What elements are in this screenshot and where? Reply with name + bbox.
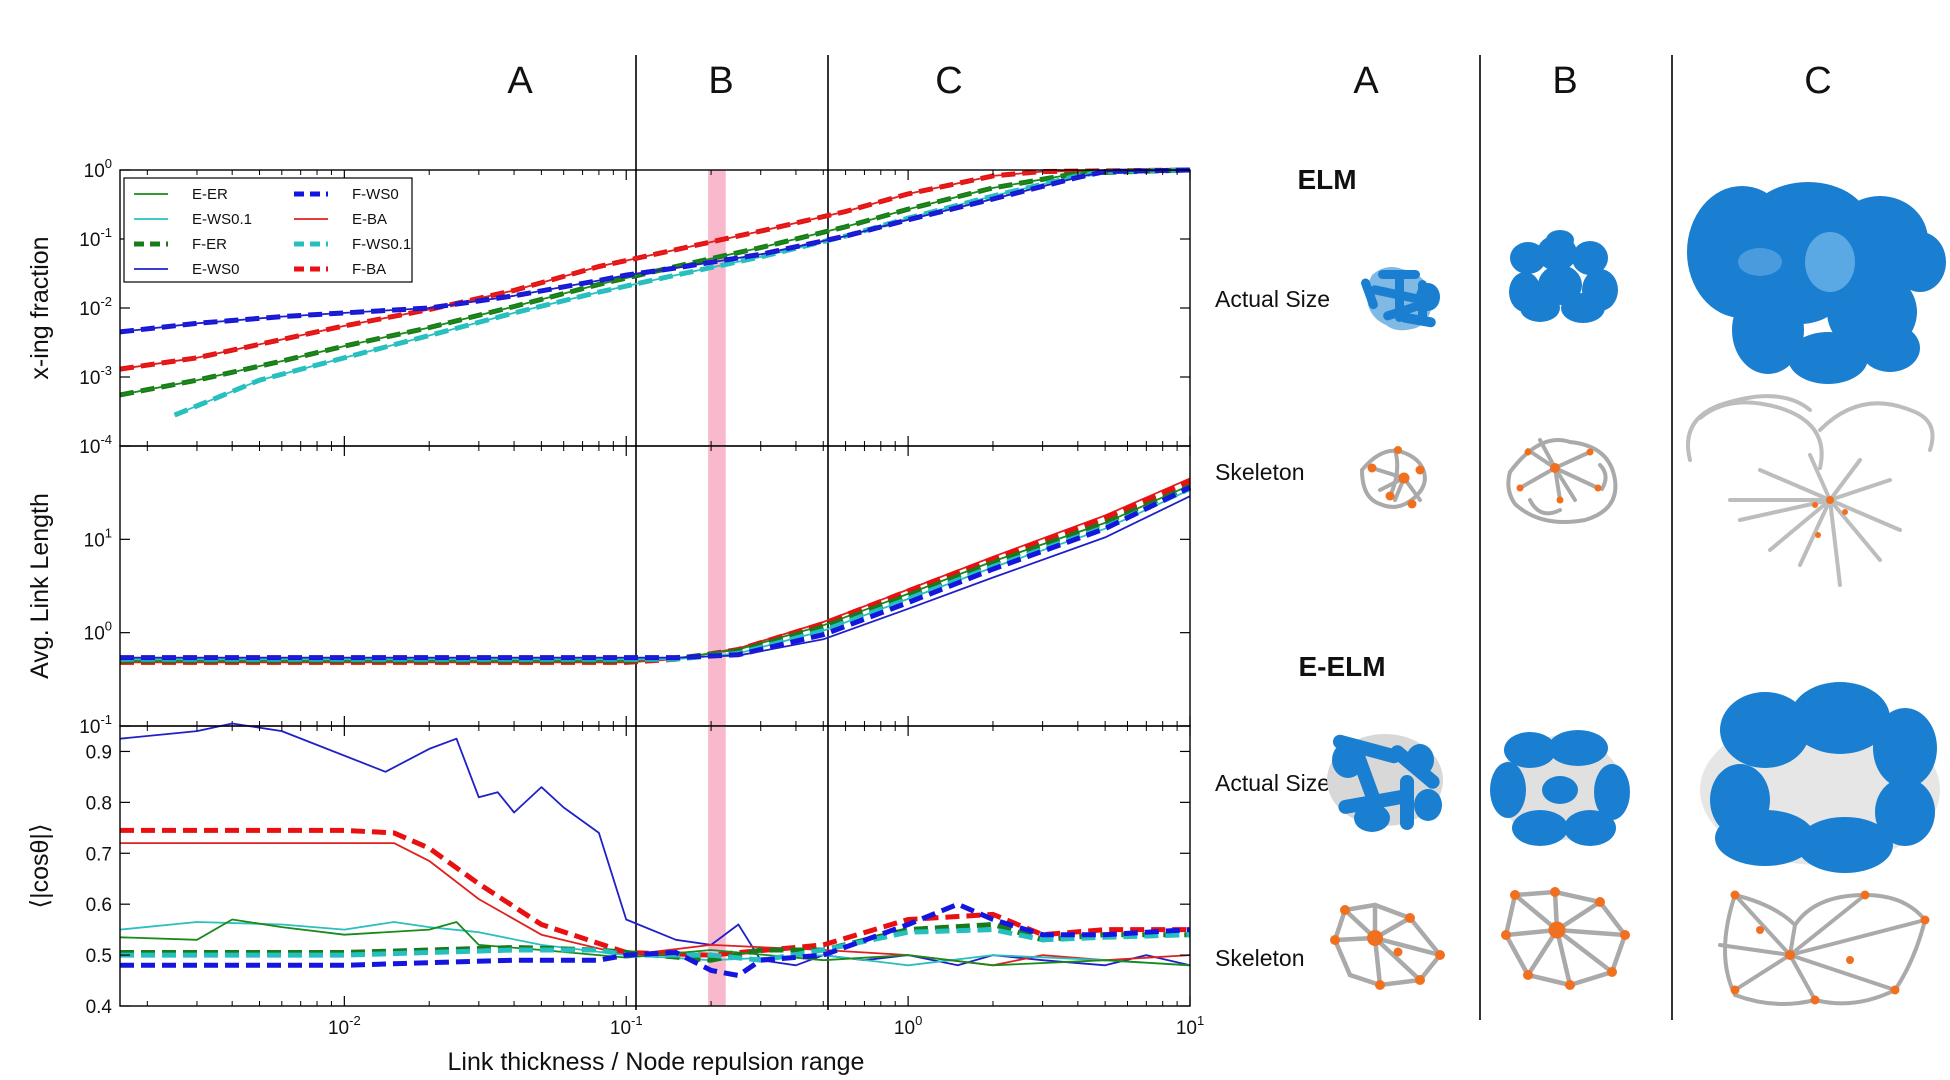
eelm-skeleton-a-render [1330,902,1445,990]
row-label-eelm-skeleton: Skeleton [1215,945,1305,971]
elm-actual-b-render [1509,230,1618,323]
network-render-panel: A B C ELM Actual Size Skeleton E-ELM Act… [1215,55,1946,1020]
y-tick-label: 0.5 [86,946,112,967]
elm-actual-a-render [1361,267,1440,331]
legend-label: E-ER [192,186,228,203]
elm-skeleton-c-render [1686,394,1935,587]
y-axis-label: Avg. Link Length [26,493,54,679]
y-tick-label: 0.4 [86,997,113,1018]
region-label-c: C [935,60,962,102]
eelm-actual-c-render [1700,682,1940,873]
y-tick-label: 0.8 [86,793,112,814]
region-label-a: A [507,60,533,102]
y-tick-label: 0.9 [86,742,112,763]
legend: E-ER E-WS0.1 F-ER E-WS0 F-WS0 E-BA F-WS0.1 F-BA [123,177,413,283]
y-tick-label: 10-1 [79,712,112,738]
eelm-skeleton-c-render [1718,890,1930,1006]
legend-label: F-ER [192,236,227,253]
x-tick-label: 10-1 [610,1013,643,1039]
elm-actual-c-render [1687,182,1946,384]
plot-frame [119,445,1191,727]
elm-skeleton-b-render [1506,438,1618,524]
legend-label: F-WS0.1 [352,236,411,253]
y-tick-label: 101 [84,525,112,551]
x-axis-label: Link thickness / Node repulsion range [448,1048,865,1076]
legend-label: E-BA [352,211,387,228]
legend-label: F-BA [352,261,386,278]
plots: 10-4 10-3 10-2 10-1 100 x-ing fraction 10-1 100… [26,156,1204,1039]
elm-skeleton-a-render [1359,446,1427,509]
chart-1: 10-4 10-3 10-2 10-1 100 x-ing fraction [26,156,1191,458]
series-line-f-ws0 [120,485,1192,661]
chart-2: 10-1 100 101 Avg. Link Length [26,445,1192,738]
y-tick-label: 100 [84,156,112,182]
series-line-e-ba [120,477,1191,664]
highlight-band [708,726,726,1006]
row-label-elm-skeleton: Skeleton [1215,459,1305,485]
legend-label: E-WS0 [192,261,240,278]
series-line-e-er [119,169,1191,396]
series-line-e-ws0 [120,495,1191,659]
y-tick-label: 10-1 [79,225,112,251]
series-line-f-ws0 [120,901,1191,978]
y-tick-label: 10-2 [79,294,112,320]
series-line-e-ws0 [119,169,1191,333]
series-line-e-ws0 [119,722,1191,967]
y-tick-label: 10-4 [79,432,112,458]
y-tick-label: 10-3 [79,363,112,389]
eelm-skeleton-b-render [1501,887,1630,990]
y-axis-label: ⟨|cosθ|⟩ [26,823,54,908]
series-line-e-ws0-1 [119,921,1191,967]
x-tick-label: 101 [1176,1013,1204,1039]
y-tick-label: 0.7 [86,844,112,865]
series-line-f-er [120,484,1191,664]
series-line-f-ws0-1 [120,927,1191,963]
x-tick-label: 100 [894,1013,922,1039]
y-axis-label: x-ing fraction [26,236,54,379]
region-label-right-a: A [1353,60,1379,102]
region-label-right-b: B [1552,60,1577,102]
chart-3: 0.4 0.5 0.6 0.7 0.8 0.9 10-2 10-1 100 101 ⟨|cosθ|⟩ [26,722,1204,1039]
series-line-e-ba [120,842,1191,967]
series-line-e-ba [119,169,1191,370]
region-label-right-c: C [1804,60,1831,102]
plot-frame [119,725,1191,1007]
highlight-band [708,446,726,726]
series-line-f-ws0-1 [120,486,1192,662]
series-line-e-er [120,484,1191,662]
region-label-b: B [708,60,733,102]
y-tick-label: 100 [84,619,112,645]
y-tick-label: 0.6 [86,895,112,916]
legend-label: E-WS0.1 [192,211,252,228]
section-title-elm: ELM [1297,164,1356,195]
highlight-band [708,170,726,446]
x-tick-label: 10-2 [328,1013,361,1039]
section-title-eelm: E-ELM [1298,651,1385,682]
region-labels-left: A B C [507,60,962,102]
eelm-actual-b-render [1490,730,1630,846]
eelm-actual-a-render [1327,734,1443,832]
series-line-e-ws0-1 [120,488,1191,661]
legend-label: F-WS0 [352,186,399,203]
legend-frame [123,177,413,283]
row-label-eelm-actual: Actual Size [1215,770,1330,796]
row-label-elm-actual: Actual Size [1215,286,1330,312]
series-line-f-ba [120,478,1191,665]
